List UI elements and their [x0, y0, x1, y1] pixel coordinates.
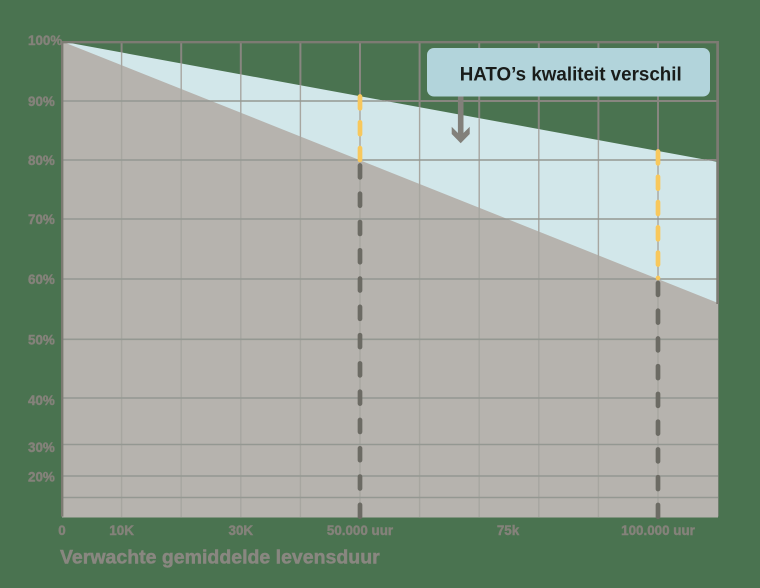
svg-text:90%: 90% [28, 94, 55, 109]
svg-text:0: 0 [58, 523, 65, 538]
svg-text:80%: 80% [28, 153, 55, 168]
svg-text:50%: 50% [28, 333, 55, 348]
svg-text:100.000 uur: 100.000 uur [621, 523, 695, 538]
svg-text:40%: 40% [28, 393, 55, 408]
svg-text:HATO’s kwaliteit verschil: HATO’s kwaliteit verschil [460, 64, 682, 85]
svg-text:60%: 60% [28, 272, 55, 287]
svg-text:10K: 10K [109, 523, 134, 538]
svg-text:30%: 30% [28, 440, 55, 455]
svg-text:20%: 20% [28, 470, 55, 485]
svg-text:100%: 100% [28, 33, 62, 48]
svg-text:30K: 30K [229, 523, 254, 538]
svg-text:Verwachte gemiddelde levensduu: Verwachte gemiddelde levensduur [60, 547, 380, 569]
svg-text:70%: 70% [28, 212, 55, 227]
svg-text:75k: 75k [497, 523, 520, 538]
svg-text:50.000 uur: 50.000 uur [327, 523, 394, 538]
